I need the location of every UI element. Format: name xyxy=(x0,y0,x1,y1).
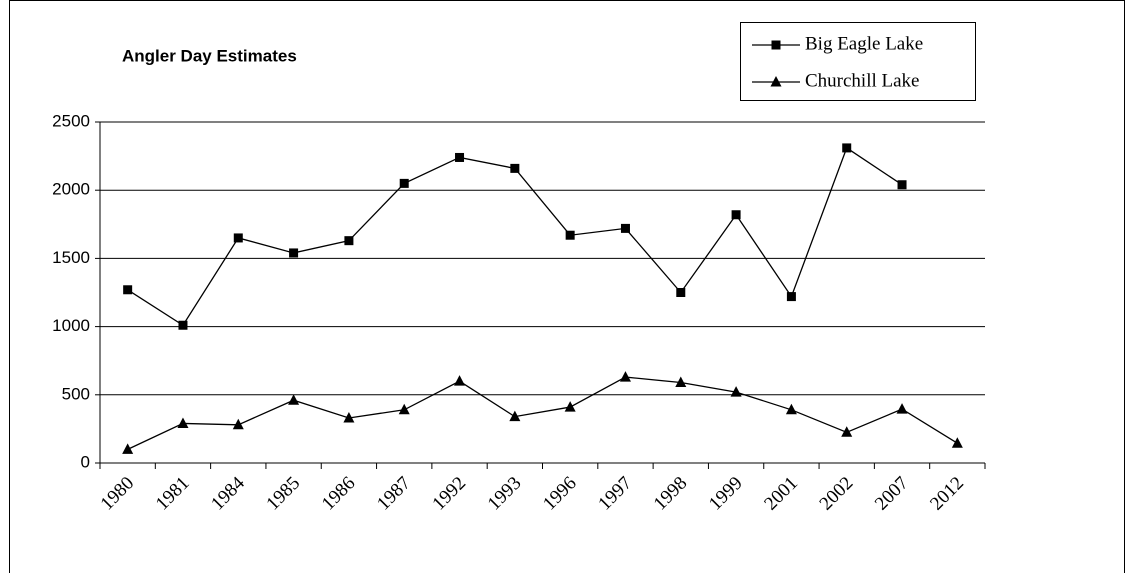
x-tick-label: 1986 xyxy=(318,473,360,515)
marker xyxy=(177,417,189,428)
marker xyxy=(841,426,853,437)
x-tick-label: 1981 xyxy=(152,473,194,515)
x-tick-label: 1993 xyxy=(484,473,526,515)
marker xyxy=(509,410,521,422)
marker xyxy=(619,371,631,382)
marker xyxy=(510,163,520,173)
x-tick-label: 1992 xyxy=(428,473,470,515)
x-tick-label: 1980 xyxy=(97,473,139,515)
marker xyxy=(731,210,741,220)
y-tick-label: 500 xyxy=(62,384,90,403)
x-tick-label: 1997 xyxy=(594,473,636,515)
marker xyxy=(565,230,575,240)
marker xyxy=(785,403,797,415)
y-tick-label: 2500 xyxy=(52,111,90,130)
marker xyxy=(122,443,134,454)
x-tick-label: 1985 xyxy=(262,473,304,515)
y-tick-label: 0 xyxy=(81,452,90,471)
x-tick-label: 1984 xyxy=(207,472,249,514)
chart-frame xyxy=(9,0,1125,573)
marker xyxy=(454,375,466,386)
marker xyxy=(178,320,188,330)
legend xyxy=(740,22,976,101)
x-tick-label: 2007 xyxy=(871,473,913,515)
x-tick-label: 1999 xyxy=(705,473,747,515)
marker xyxy=(842,143,852,153)
marker xyxy=(770,76,782,87)
marker xyxy=(343,411,355,423)
marker xyxy=(771,40,781,50)
series-line xyxy=(127,146,903,327)
legend-label: Churchill Lake xyxy=(805,70,920,91)
legend-label: Big Eagle Lake xyxy=(805,33,923,54)
marker xyxy=(399,178,409,188)
marker xyxy=(232,418,244,430)
marker xyxy=(455,152,465,162)
marker xyxy=(288,394,300,405)
marker xyxy=(620,223,630,233)
x-tick-label: 2002 xyxy=(816,473,858,515)
x-tick-label: 1996 xyxy=(539,473,581,515)
marker xyxy=(897,180,907,190)
x-tick-label: 2012 xyxy=(926,473,968,515)
y-tick-label: 1000 xyxy=(52,316,90,335)
marker xyxy=(951,437,963,448)
y-tick-label: 1500 xyxy=(52,248,90,267)
marker xyxy=(676,288,686,297)
x-tick-label: 2001 xyxy=(760,473,802,515)
series-line xyxy=(127,376,958,450)
x-tick-label: 1987 xyxy=(373,473,415,515)
marker xyxy=(398,403,410,415)
marker xyxy=(896,403,908,414)
chart-title: Angler Day Estimates xyxy=(122,46,297,65)
marker xyxy=(123,285,133,295)
x-tick-label: 1998 xyxy=(650,473,692,515)
marker xyxy=(233,233,243,243)
marker xyxy=(289,248,299,258)
marker xyxy=(344,236,354,246)
y-tick-label: 2000 xyxy=(52,180,90,199)
marker xyxy=(564,401,576,412)
marker xyxy=(730,386,742,397)
marker xyxy=(675,376,687,388)
marker xyxy=(786,292,796,302)
